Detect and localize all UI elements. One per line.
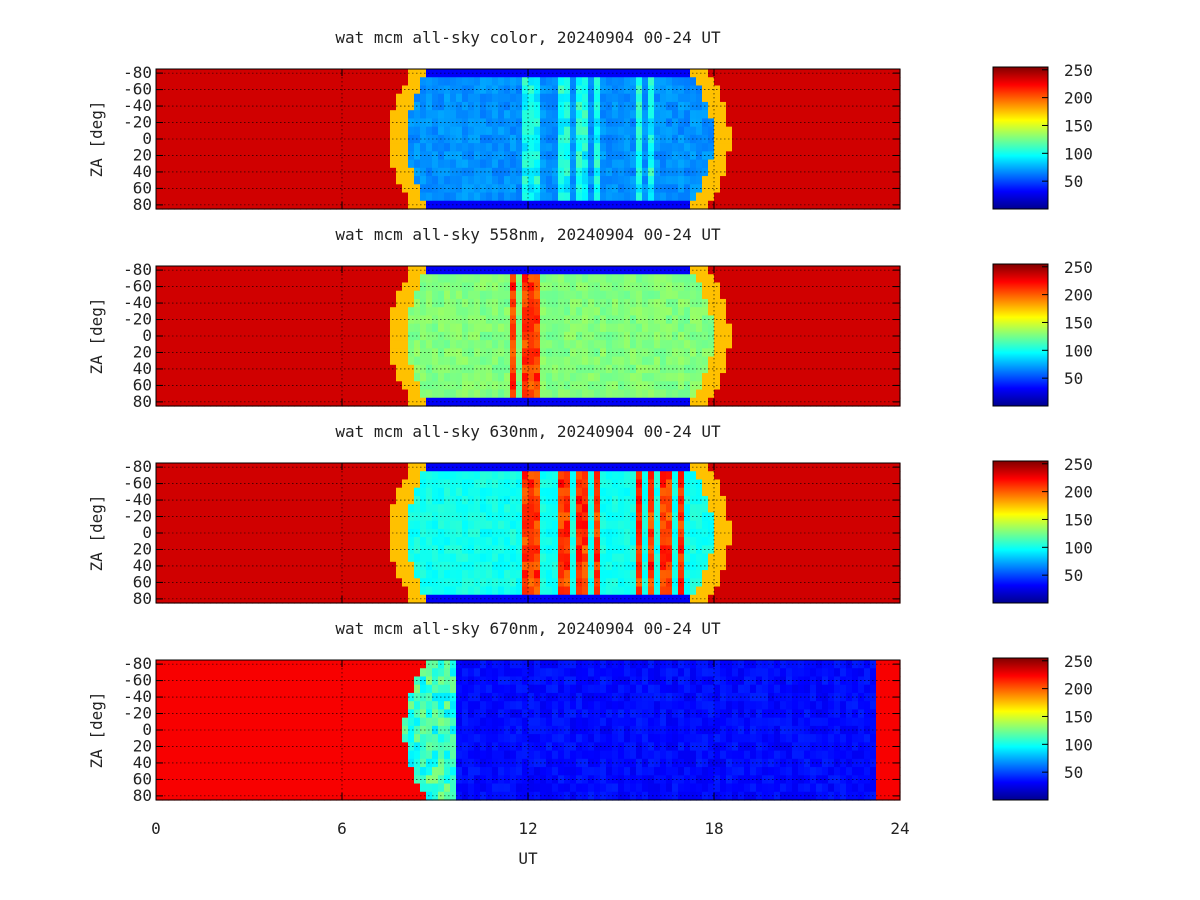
y-tick-label: -80 <box>123 260 152 279</box>
y-axis-label: ZA [deg] <box>87 494 106 571</box>
panel-title: wat mcm all-sky 670nm, 20240904 00-24 UT <box>335 619 721 638</box>
y-tick-label: -20 <box>123 310 152 329</box>
colorbar <box>992 263 1049 407</box>
colorbar-tick-label: 50 <box>1064 763 1083 782</box>
colorbar-tick-label: 250 <box>1064 652 1093 671</box>
y-tick-label: 0 <box>142 129 152 148</box>
colorbar-tick-label: 50 <box>1064 369 1083 388</box>
colorbar-tick-label: 100 <box>1064 735 1093 754</box>
y-tick-label: 40 <box>133 556 152 575</box>
y-tick-label: 80 <box>133 195 152 214</box>
panel-4: wat mcm all-sky 670nm, 20240904 00-24 UT… <box>87 619 1093 838</box>
colorbar-tick-label: 150 <box>1064 510 1093 529</box>
colorbar-tick-label: 100 <box>1064 538 1093 557</box>
panel-1: wat mcm all-sky color, 20240904 00-24 UT… <box>87 28 1093 214</box>
y-tick-label: 40 <box>133 162 152 181</box>
y-tick-label: 80 <box>133 392 152 411</box>
colorbar-tick-label: 100 <box>1064 144 1093 163</box>
colorbar-tick-label: 100 <box>1064 341 1093 360</box>
y-tick-label: 0 <box>142 326 152 345</box>
colorbar <box>992 460 1049 604</box>
y-tick-label: 40 <box>133 359 152 378</box>
y-tick-label: 60 <box>133 178 152 197</box>
y-axis-label: ZA [deg] <box>87 297 106 374</box>
y-tick-label: 60 <box>133 572 152 591</box>
colorbar-tick-label: 250 <box>1064 258 1093 277</box>
y-tick-label: 20 <box>133 145 152 164</box>
colorbar <box>992 66 1049 210</box>
x-tick-label: 24 <box>890 819 909 838</box>
y-tick-label: 20 <box>133 736 152 755</box>
colorbar-tick-label: 50 <box>1064 566 1083 585</box>
y-tick-label: -60 <box>123 671 152 690</box>
y-tick-label: -80 <box>123 654 152 673</box>
y-tick-label: 80 <box>133 589 152 608</box>
figure-xlabel: UT <box>518 849 538 868</box>
panel-title: wat mcm all-sky 630nm, 20240904 00-24 UT <box>335 422 721 441</box>
y-tick-label: -20 <box>123 113 152 132</box>
y-tick-label: -40 <box>123 293 152 312</box>
colorbar-tick-label: 250 <box>1064 61 1093 80</box>
y-tick-label: -40 <box>123 96 152 115</box>
colorbar-tick-label: 150 <box>1064 707 1093 726</box>
x-tick-label: 6 <box>337 819 347 838</box>
panel-title: wat mcm all-sky color, 20240904 00-24 UT <box>335 28 721 47</box>
y-tick-label: 60 <box>133 769 152 788</box>
y-tick-label: 0 <box>142 720 152 739</box>
x-tick-label: 0 <box>151 819 161 838</box>
panel-title: wat mcm all-sky 558nm, 20240904 00-24 UT <box>335 225 721 244</box>
y-tick-label: -80 <box>123 457 152 476</box>
y-axis-label: ZA [deg] <box>87 100 106 177</box>
y-tick-label: -60 <box>123 80 152 99</box>
y-tick-label: -40 <box>123 687 152 706</box>
colorbar-tick-label: 150 <box>1064 313 1093 332</box>
colorbar-tick-label: 200 <box>1064 286 1093 305</box>
colorbar-tick-label: 200 <box>1064 680 1093 699</box>
y-tick-label: -20 <box>123 704 152 723</box>
colorbar-tick-label: 200 <box>1064 483 1093 502</box>
y-tick-label: -40 <box>123 490 152 509</box>
x-tick-label: 18 <box>704 819 723 838</box>
y-tick-label: 80 <box>133 786 152 805</box>
y-tick-label: -20 <box>123 507 152 526</box>
x-tick-label: 12 <box>518 819 537 838</box>
panel-2: wat mcm all-sky 558nm, 20240904 00-24 UT… <box>87 225 1093 411</box>
y-tick-label: 0 <box>142 523 152 542</box>
y-tick-label: 20 <box>133 539 152 558</box>
panels: wat mcm all-sky color, 20240904 00-24 UT… <box>87 28 1093 838</box>
y-axis-label: ZA [deg] <box>87 691 106 768</box>
colorbar <box>992 657 1049 801</box>
colorbar-tick-label: 50 <box>1064 172 1083 191</box>
colorbar-tick-label: 250 <box>1064 455 1093 474</box>
colorbar-tick-label: 200 <box>1064 89 1093 108</box>
y-tick-label: -80 <box>123 63 152 82</box>
panel-3: wat mcm all-sky 630nm, 20240904 00-24 UT… <box>87 422 1093 608</box>
y-tick-label: -60 <box>123 474 152 493</box>
y-tick-label: 20 <box>133 342 152 361</box>
y-tick-label: -60 <box>123 277 152 296</box>
y-tick-label: 60 <box>133 375 152 394</box>
y-tick-label: 40 <box>133 753 152 772</box>
colorbar-tick-label: 150 <box>1064 116 1093 135</box>
